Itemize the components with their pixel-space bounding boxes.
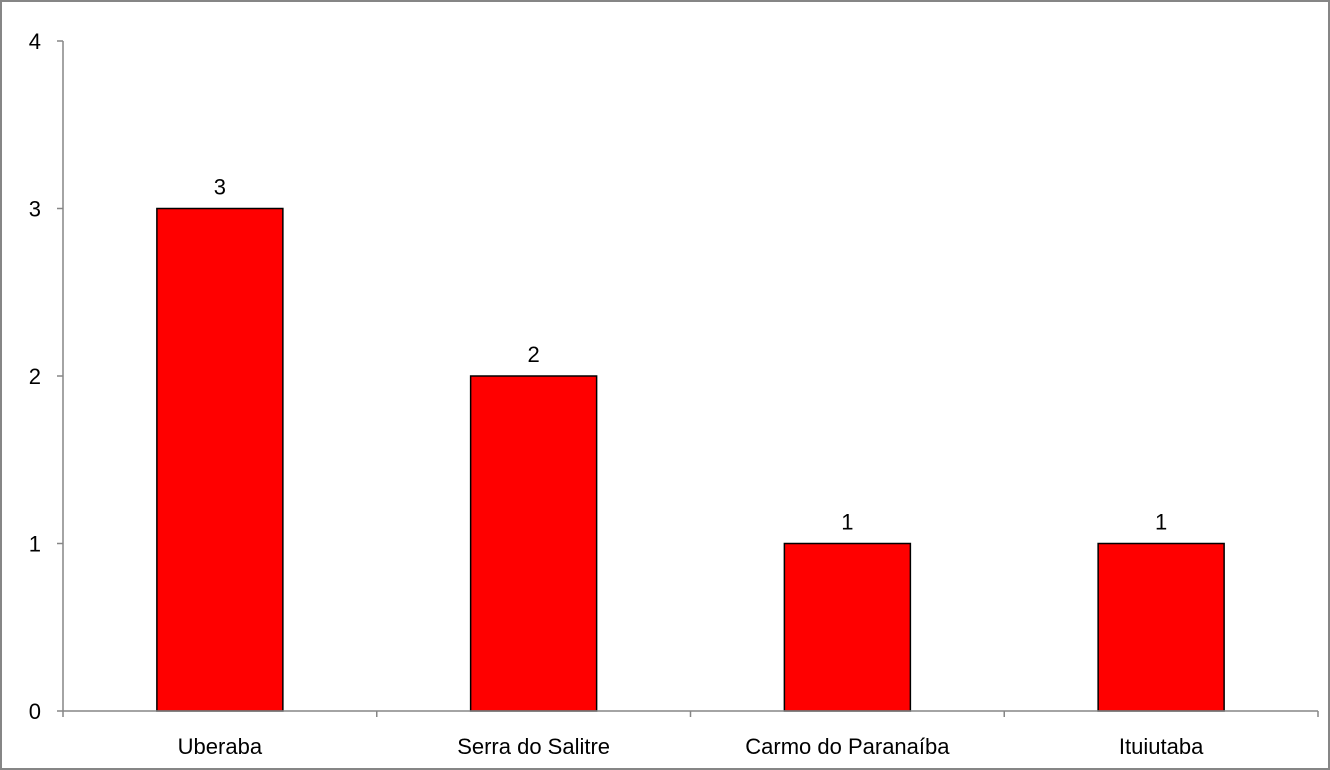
- x-category-label: Ituiutaba: [1119, 734, 1204, 759]
- bar-1: [156, 207, 284, 712]
- y-tick-label: 0: [29, 699, 41, 724]
- y-tick-label: 1: [29, 532, 41, 557]
- data-label: 1: [841, 510, 853, 535]
- y-tick-label: 3: [29, 197, 41, 222]
- plot-area: 0 1 2 3 4 Uberaba Serra do Salitre Carmo do Par…: [29, 29, 1319, 759]
- y-tick-label: 4: [29, 29, 41, 54]
- data-label: 1: [1155, 510, 1167, 535]
- data-label: 3: [214, 175, 226, 200]
- bar-2: [469, 375, 598, 712]
- x-category-label: Uberaba: [178, 734, 263, 759]
- x-category-label: Serra do Salitre: [457, 734, 610, 759]
- data-label: 2: [528, 342, 540, 367]
- bar-3: [783, 542, 912, 712]
- y-tick-label: 2: [29, 364, 41, 389]
- bar-4: [1097, 542, 1225, 712]
- x-category-label: Carmo do Paranaíba: [745, 734, 950, 759]
